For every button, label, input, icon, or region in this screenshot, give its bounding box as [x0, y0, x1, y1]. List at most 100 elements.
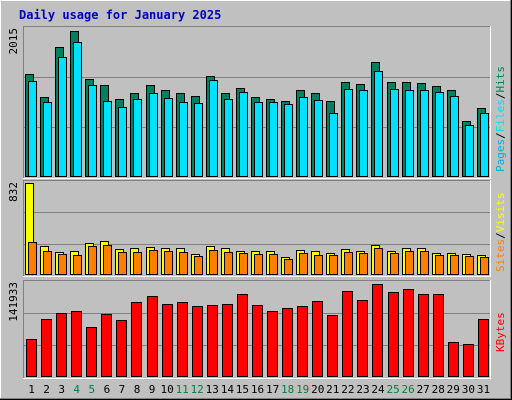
files-bar: [390, 89, 399, 177]
kbytes-bar: [41, 319, 52, 377]
kbytes-bar: [463, 344, 474, 377]
day-label: 22: [341, 383, 354, 396]
sites-bar: [209, 250, 218, 275]
files-bar: [314, 100, 323, 177]
kbytes-bar: [357, 300, 368, 377]
kbytes-bar: [327, 315, 338, 377]
day-label: 12: [191, 383, 204, 396]
kbytes-bar: [237, 294, 248, 377]
visits-panel-legend-separator: /: [494, 232, 507, 239]
files-bar: [164, 98, 173, 177]
hits-panel-legend-separator: /: [494, 132, 507, 139]
hits-panel-legend: Pages/Files/Hits: [494, 66, 507, 172]
visits-panel-legend-sites: Sites: [494, 239, 507, 272]
sites-bar: [88, 246, 97, 275]
files-bar: [133, 99, 142, 177]
hits-panel-legend-hits: Hits: [494, 66, 507, 93]
files-bar: [465, 125, 474, 177]
day-label: 26: [401, 383, 414, 396]
day-label: 18: [281, 383, 294, 396]
files-bar: [209, 80, 218, 177]
files-bar: [28, 81, 37, 177]
kbytes-bar: [26, 339, 37, 377]
kbytes-bar: [207, 305, 218, 377]
files-bar: [149, 93, 158, 177]
files-bar: [269, 102, 278, 177]
files-bar: [359, 90, 368, 177]
visits-panel-max-label: 832: [7, 182, 20, 202]
files-bar: [450, 96, 459, 177]
sites-bar: [314, 255, 323, 275]
kbytes-bar: [162, 304, 173, 377]
kbytes-bar: [267, 311, 278, 377]
kbytes-bar: [101, 314, 112, 377]
sites-bar: [58, 254, 67, 275]
day-label: 10: [160, 383, 173, 396]
files-bar: [224, 99, 233, 177]
day-label: 17: [266, 383, 279, 396]
kbytes-panel: 141933: [7, 280, 491, 379]
files-bar: [405, 90, 414, 177]
files-bar: [103, 101, 112, 177]
kbytes-bar: [192, 306, 203, 377]
files-bar: [344, 89, 353, 177]
files-bar: [299, 97, 308, 177]
day-label: 11: [176, 383, 189, 396]
files-bar: [179, 102, 188, 177]
sites-bar: [390, 253, 399, 275]
sites-bar: [465, 256, 474, 275]
sites-bar: [450, 255, 459, 275]
day-label: 5: [88, 383, 95, 396]
kbytes-bar: [222, 304, 233, 377]
files-bar: [73, 42, 82, 177]
kbytes-bar: [147, 296, 158, 377]
day-label: 6: [104, 383, 111, 396]
sites-bar: [405, 251, 414, 275]
kbytes-panel-legend-kbytes: KBytes: [494, 312, 507, 352]
day-label: 9: [149, 383, 156, 396]
sites-bar: [374, 248, 383, 275]
kbytes-bar: [252, 305, 263, 377]
day-label: 3: [58, 383, 65, 396]
visits-panel-legend-visits: Visits: [494, 193, 507, 233]
kbytes-bar: [116, 320, 127, 377]
sites-bar: [103, 245, 112, 275]
sites-bar: [329, 255, 338, 275]
day-label: 13: [206, 383, 219, 396]
day-label: 31: [477, 383, 490, 396]
kbytes-bar: [388, 292, 399, 377]
hits-panel-legend-files: Files: [494, 99, 507, 132]
files-bar: [374, 71, 383, 177]
day-label: 25: [386, 383, 399, 396]
sites-bar: [194, 256, 203, 275]
day-label: 23: [356, 383, 369, 396]
hits-panel-legend-pages: Pages: [494, 139, 507, 172]
kbytes-bar: [56, 313, 67, 377]
sites-bar: [254, 254, 263, 275]
visits-panel-legend: Sites/Visits: [494, 193, 507, 273]
files-bar: [88, 85, 97, 177]
day-label: 2: [43, 383, 50, 396]
day-label: 21: [326, 383, 339, 396]
kbytes-bar: [177, 302, 188, 377]
kbytes-bar: [418, 294, 429, 377]
files-bar: [284, 104, 293, 177]
day-label: 1: [28, 383, 35, 396]
sites-bar: [149, 250, 158, 275]
kbytes-bar: [71, 311, 82, 377]
sites-bar: [28, 242, 37, 275]
hits-panel: 2015: [7, 26, 491, 179]
files-bar: [118, 107, 127, 177]
kbytes-bar: [131, 302, 142, 377]
day-label: 16: [251, 383, 264, 396]
sites-bar: [420, 251, 429, 275]
sites-bar: [164, 251, 173, 275]
day-label: 15: [236, 383, 249, 396]
hits-panel-legend-separator: /: [494, 93, 507, 100]
files-bar: [329, 113, 338, 177]
day-label: 24: [371, 383, 385, 396]
sites-bar: [73, 255, 82, 275]
day-label: 19: [296, 383, 309, 396]
